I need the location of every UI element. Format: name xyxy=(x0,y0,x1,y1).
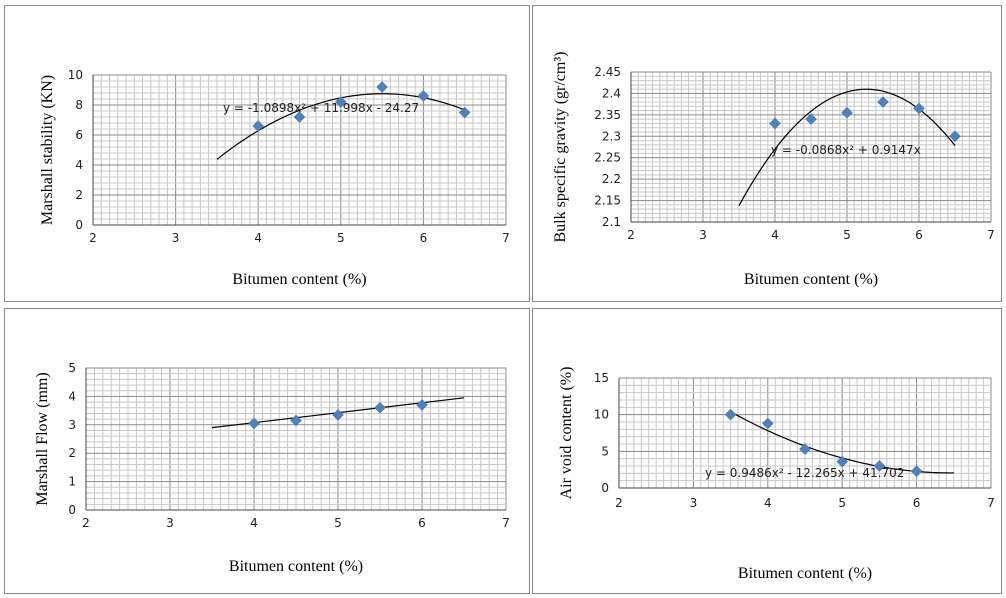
y-tick-label: 2.45 xyxy=(594,65,621,79)
trendline-equation: y = -1.0898x² + 11.998x - 24.27 xyxy=(223,101,419,115)
y-axis-label: Air void content (%) xyxy=(558,367,575,500)
y-tick-label: 2.25 xyxy=(594,151,621,165)
flow-chart: 2 3 4 5 6 7 0 1 2 3 4 5 Bitumen content (%) Marshall … xyxy=(5,309,530,594)
y-tick-label: 2.3 xyxy=(602,129,621,143)
chart-panel-gravity: 2 3 4 5 6 7 2.1 2.15 2.2 2.25 2.3 2.35 2.4 2.45 Bitume… xyxy=(532,5,1002,302)
y-tick-label: 8 xyxy=(75,98,83,112)
x-axis-label: Bitumen content (%) xyxy=(744,271,878,288)
x-tick-label: 4 xyxy=(764,496,772,510)
airvoid-chart: 2 3 4 5 6 7 0 5 10 15 Bitumen content (%) Air void … xyxy=(533,309,1002,594)
y-tick-label: 0 xyxy=(75,218,83,232)
trendline-equation: y = -0.0868x² + 0.9147x xyxy=(771,143,921,157)
data-point xyxy=(418,91,429,102)
x-tick-label: 7 xyxy=(502,231,510,245)
chart-panel-airvoid: 2 3 4 5 6 7 0 5 10 15 Bitumen content (%) Air void … xyxy=(532,308,1002,594)
x-tick-label: 4 xyxy=(771,228,779,242)
trendline-equation: y = 0.9486x² - 12.265x + 41.702 xyxy=(705,466,904,480)
data-point xyxy=(417,399,428,410)
data-point xyxy=(725,409,736,420)
y-tick-label: 10 xyxy=(68,68,83,82)
y-tick-label: 4 xyxy=(68,389,76,403)
x-tick-label: 4 xyxy=(250,516,258,530)
y-tick-label: 0 xyxy=(601,481,609,495)
chart-panel-stability: 2 3 4 5 6 7 0 2 4 6 8 10 Bitumen content (%) Marshall… xyxy=(4,5,530,302)
y-tick-label: 4 xyxy=(75,158,83,172)
data-point xyxy=(842,107,853,118)
x-axis-label: Bitumen content (%) xyxy=(232,271,366,288)
x-tick-label: 4 xyxy=(254,231,262,245)
y-tick-label: 6 xyxy=(75,128,83,142)
y-tick-label: 2.15 xyxy=(594,194,621,208)
chart-panel-flow: 2 3 4 5 6 7 0 1 2 3 4 5 Bitumen content (%) Marshall … xyxy=(4,308,530,594)
data-point xyxy=(911,466,922,477)
x-tick-label: 2 xyxy=(615,496,623,510)
y-axis-label: Marshall Flow (mm) xyxy=(34,372,51,505)
data-point xyxy=(253,121,264,132)
y-axis-label: Marshall stability (KN) xyxy=(39,75,56,225)
y-tick-label: 1 xyxy=(68,475,76,489)
data-point xyxy=(762,418,773,429)
x-tick-label: 7 xyxy=(987,228,995,242)
x-tick-label: 7 xyxy=(502,516,510,530)
y-tick-label: 5 xyxy=(68,361,76,375)
y-tick-label: 2.35 xyxy=(594,108,621,122)
y-tick-label: 10 xyxy=(594,408,609,422)
y-tick-label: 0 xyxy=(68,503,76,517)
y-tick-label: 3 xyxy=(68,418,76,432)
grid xyxy=(93,75,506,225)
x-tick-label: 5 xyxy=(838,496,846,510)
x-tick-label: 5 xyxy=(337,231,345,245)
x-axis-label: Bitumen content (%) xyxy=(738,565,872,582)
y-tick-label: 2.1 xyxy=(602,215,621,229)
y-tick-label: 2.4 xyxy=(602,86,621,100)
x-tick-label: 2 xyxy=(82,516,90,530)
x-tick-label: 3 xyxy=(699,228,707,242)
x-tick-label: 6 xyxy=(913,496,921,510)
x-tick-label: 3 xyxy=(166,516,174,530)
x-axis-label: Bitumen content (%) xyxy=(229,558,363,575)
x-tick-label: 2 xyxy=(89,231,97,245)
x-tick-label: 3 xyxy=(690,496,698,510)
y-tick-label: 2.2 xyxy=(602,172,621,186)
grid xyxy=(86,368,506,510)
data-point xyxy=(800,444,811,455)
data-point xyxy=(375,402,386,413)
x-tick-label: 6 xyxy=(915,228,923,242)
x-tick-label: 3 xyxy=(172,231,180,245)
x-tick-label: 6 xyxy=(418,516,426,530)
y-tick-label: 2 xyxy=(68,446,76,460)
y-tick-label: 15 xyxy=(594,371,609,385)
y-axis-label: Bulk specific gravity (gr/cm³) xyxy=(552,52,569,243)
gravity-chart: 2 3 4 5 6 7 2.1 2.15 2.2 2.25 2.3 2.35 2.4 2.45 Bitume… xyxy=(533,6,1002,302)
data-point xyxy=(377,82,388,93)
x-tick-label: 6 xyxy=(420,231,428,245)
y-tick-label: 5 xyxy=(601,444,609,458)
x-tick-label: 7 xyxy=(987,496,995,510)
x-tick-label: 5 xyxy=(334,516,342,530)
x-tick-label: 2 xyxy=(627,228,635,242)
y-tick-label: 2 xyxy=(75,188,83,202)
x-tick-label: 5 xyxy=(843,228,851,242)
